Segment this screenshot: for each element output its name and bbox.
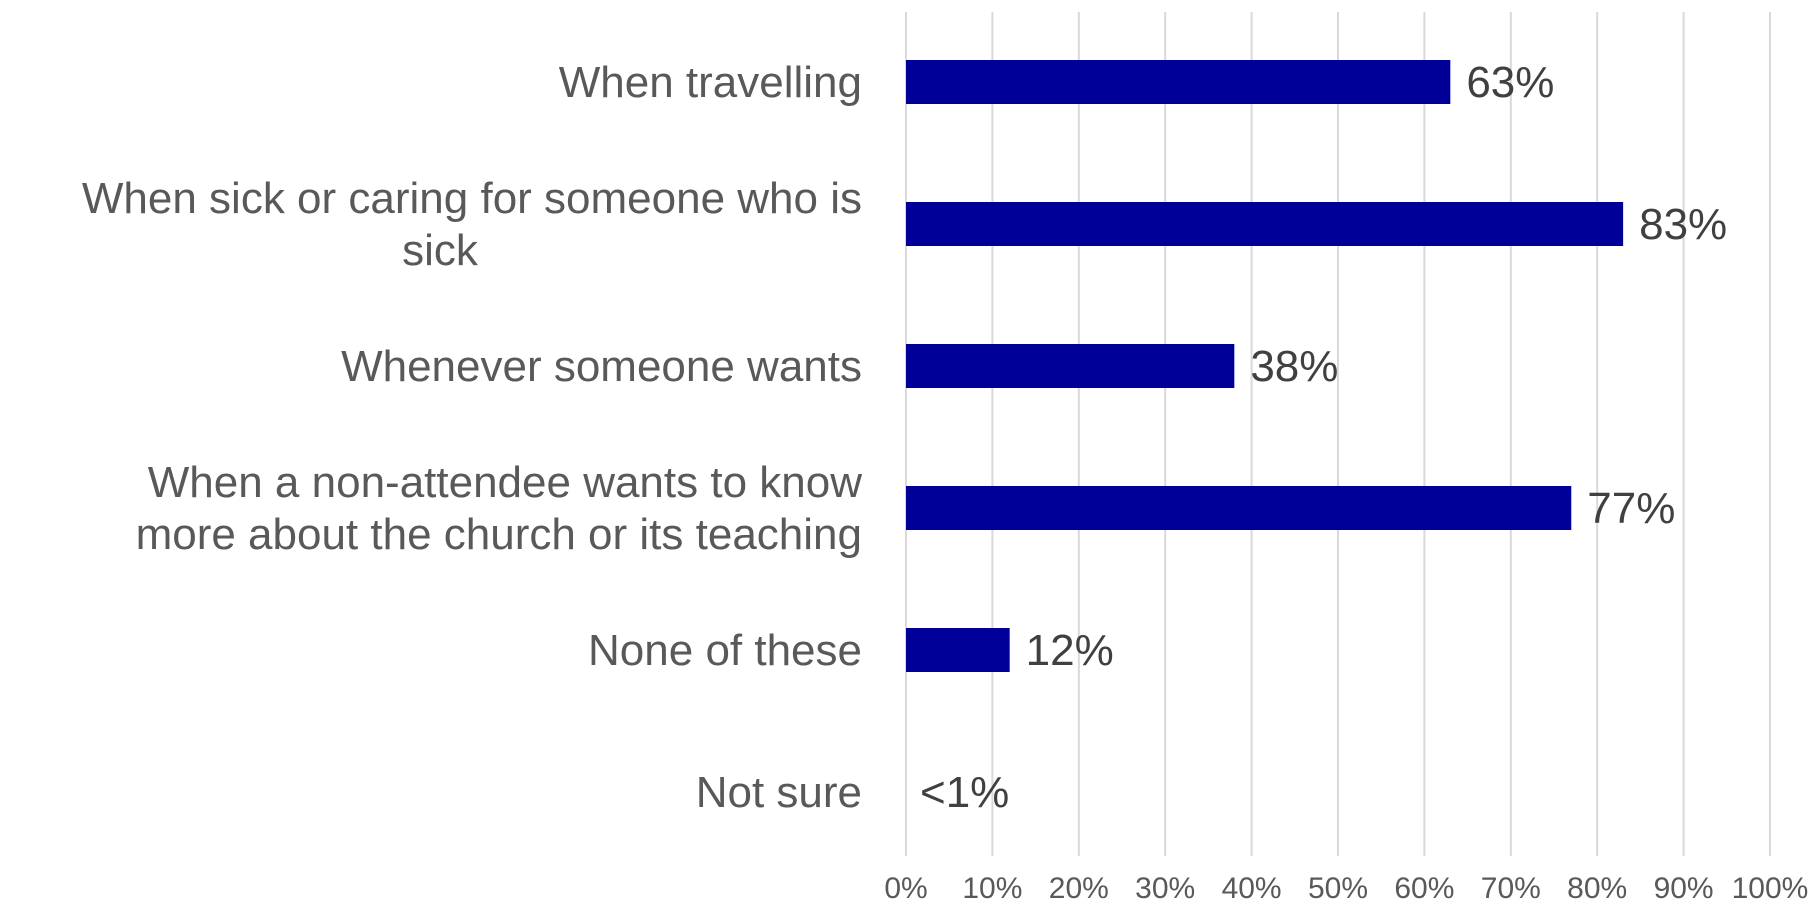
data-label: 38% bbox=[1250, 342, 1338, 391]
x-tick-label: 70% bbox=[1481, 872, 1541, 905]
category-label: more about the church or its teaching bbox=[136, 510, 862, 559]
category-label: When travelling bbox=[559, 58, 862, 107]
category-label: When a non-attendee wants to know bbox=[148, 458, 862, 507]
data-label: 83% bbox=[1639, 200, 1727, 249]
x-tick-label: 10% bbox=[962, 872, 1022, 905]
category-label: Whenever someone wants bbox=[341, 342, 862, 391]
x-tick-label: 20% bbox=[1049, 872, 1109, 905]
bar bbox=[906, 202, 1624, 246]
data-label: 63% bbox=[1466, 58, 1554, 107]
category-label: sick bbox=[402, 226, 479, 275]
bar bbox=[906, 628, 1010, 672]
data-label: 12% bbox=[1026, 626, 1114, 675]
bar bbox=[906, 344, 1235, 388]
x-tick-label: 0% bbox=[884, 872, 927, 905]
x-tick-label: 90% bbox=[1654, 872, 1714, 905]
bar bbox=[906, 486, 1572, 530]
data-labels: 63% 83% 38% 77% 12% <1% bbox=[920, 58, 1727, 817]
bars bbox=[906, 60, 1624, 672]
category-label: When sick or caring for someone who is bbox=[82, 174, 862, 223]
data-label: 77% bbox=[1587, 484, 1675, 533]
category-labels: When travelling When sick or caring for s… bbox=[82, 58, 862, 817]
x-axis-tick-labels: 0% 10% 20% 30% 40% 50% 60% 70% 80% 90% 100% bbox=[884, 872, 1808, 905]
x-tick-label: 50% bbox=[1308, 872, 1368, 905]
x-tick-label: 30% bbox=[1135, 872, 1195, 905]
bar bbox=[906, 60, 1451, 104]
x-tick-label: 60% bbox=[1394, 872, 1454, 905]
gridlines bbox=[905, 12, 1771, 856]
x-tick-label: 80% bbox=[1567, 872, 1627, 905]
category-label: None of these bbox=[588, 626, 862, 675]
category-label: Not sure bbox=[696, 768, 862, 817]
x-tick-label: 40% bbox=[1222, 872, 1282, 905]
x-tick-label: 100% bbox=[1732, 872, 1808, 905]
data-label: <1% bbox=[920, 768, 1009, 817]
